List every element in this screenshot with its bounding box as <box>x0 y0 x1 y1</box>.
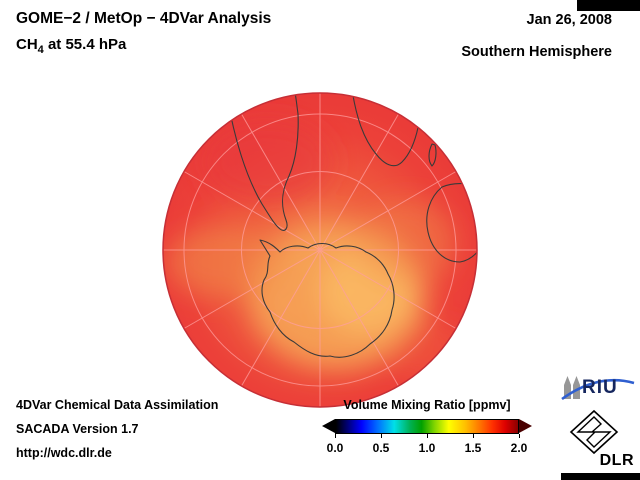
colorbar-tick <box>381 434 382 438</box>
colorbar-tick <box>473 434 474 438</box>
colorbar-tick-label: 1.5 <box>464 441 482 455</box>
riu-logo-text: RIU <box>582 377 618 398</box>
dlr-logo: DLR <box>566 408 638 472</box>
colorbar-gradient <box>335 419 519 434</box>
page-subtitle: CH4 at 55.4 hPa <box>16 36 126 56</box>
colorbar-tick <box>519 434 520 438</box>
colorbar-tick <box>427 434 428 438</box>
colorbar-tick-label: 1.0 <box>418 441 436 455</box>
bottom-right-black-bar <box>561 473 640 480</box>
hemisphere-map <box>162 92 478 408</box>
colorbar-left-arrow <box>322 419 335 433</box>
page-title: GOME−2 / MetOp − 4DVar Analysis <box>16 10 272 27</box>
globe-rim <box>162 92 478 408</box>
riu-logo: RIU <box>560 371 636 403</box>
date-label: Jan 26, 2008 <box>526 12 612 28</box>
graticule <box>163 93 477 407</box>
footer-version-label: SACADA Version 1.7 <box>16 422 139 436</box>
colorbar-right-arrow <box>519 419 532 433</box>
cathedral-icon <box>564 376 580 399</box>
footer-assimilation-label: 4DVar Chemical Data Assimilation <box>16 398 219 412</box>
top-right-black-bar <box>577 0 640 11</box>
chem-symbol: CH <box>16 36 38 53</box>
region-label: Southern Hemisphere <box>461 44 612 60</box>
footer-url: http://wdc.dlr.de <box>16 446 112 460</box>
colorbar <box>322 419 532 438</box>
dlr-glyph-icon <box>569 409 619 455</box>
riu-swoosh-icon <box>561 379 635 401</box>
colorbar-title: Volume Mixing Ratio [ppmv] <box>343 398 511 412</box>
pressure-level: at 55.4 hPa <box>43 36 127 53</box>
chem-subscript: 4 <box>37 44 44 56</box>
colorbar-tick-label: 0.5 <box>372 441 390 455</box>
antarctica-outline <box>259 239 395 358</box>
riu-logo-art <box>561 376 635 401</box>
colorbar-tick-label: 2.0 <box>510 441 528 455</box>
africa-outline <box>351 93 423 167</box>
colorbar-tick-labels: 0.0 0.5 1.0 1.5 2.0 <box>322 441 532 455</box>
colorbar-tick <box>335 434 336 438</box>
dlr-logo-text: DLR <box>599 452 634 469</box>
madagascar-outline <box>428 143 437 167</box>
south-america-outline <box>227 93 299 231</box>
colorbar-tick-label: 0.0 <box>326 441 344 455</box>
